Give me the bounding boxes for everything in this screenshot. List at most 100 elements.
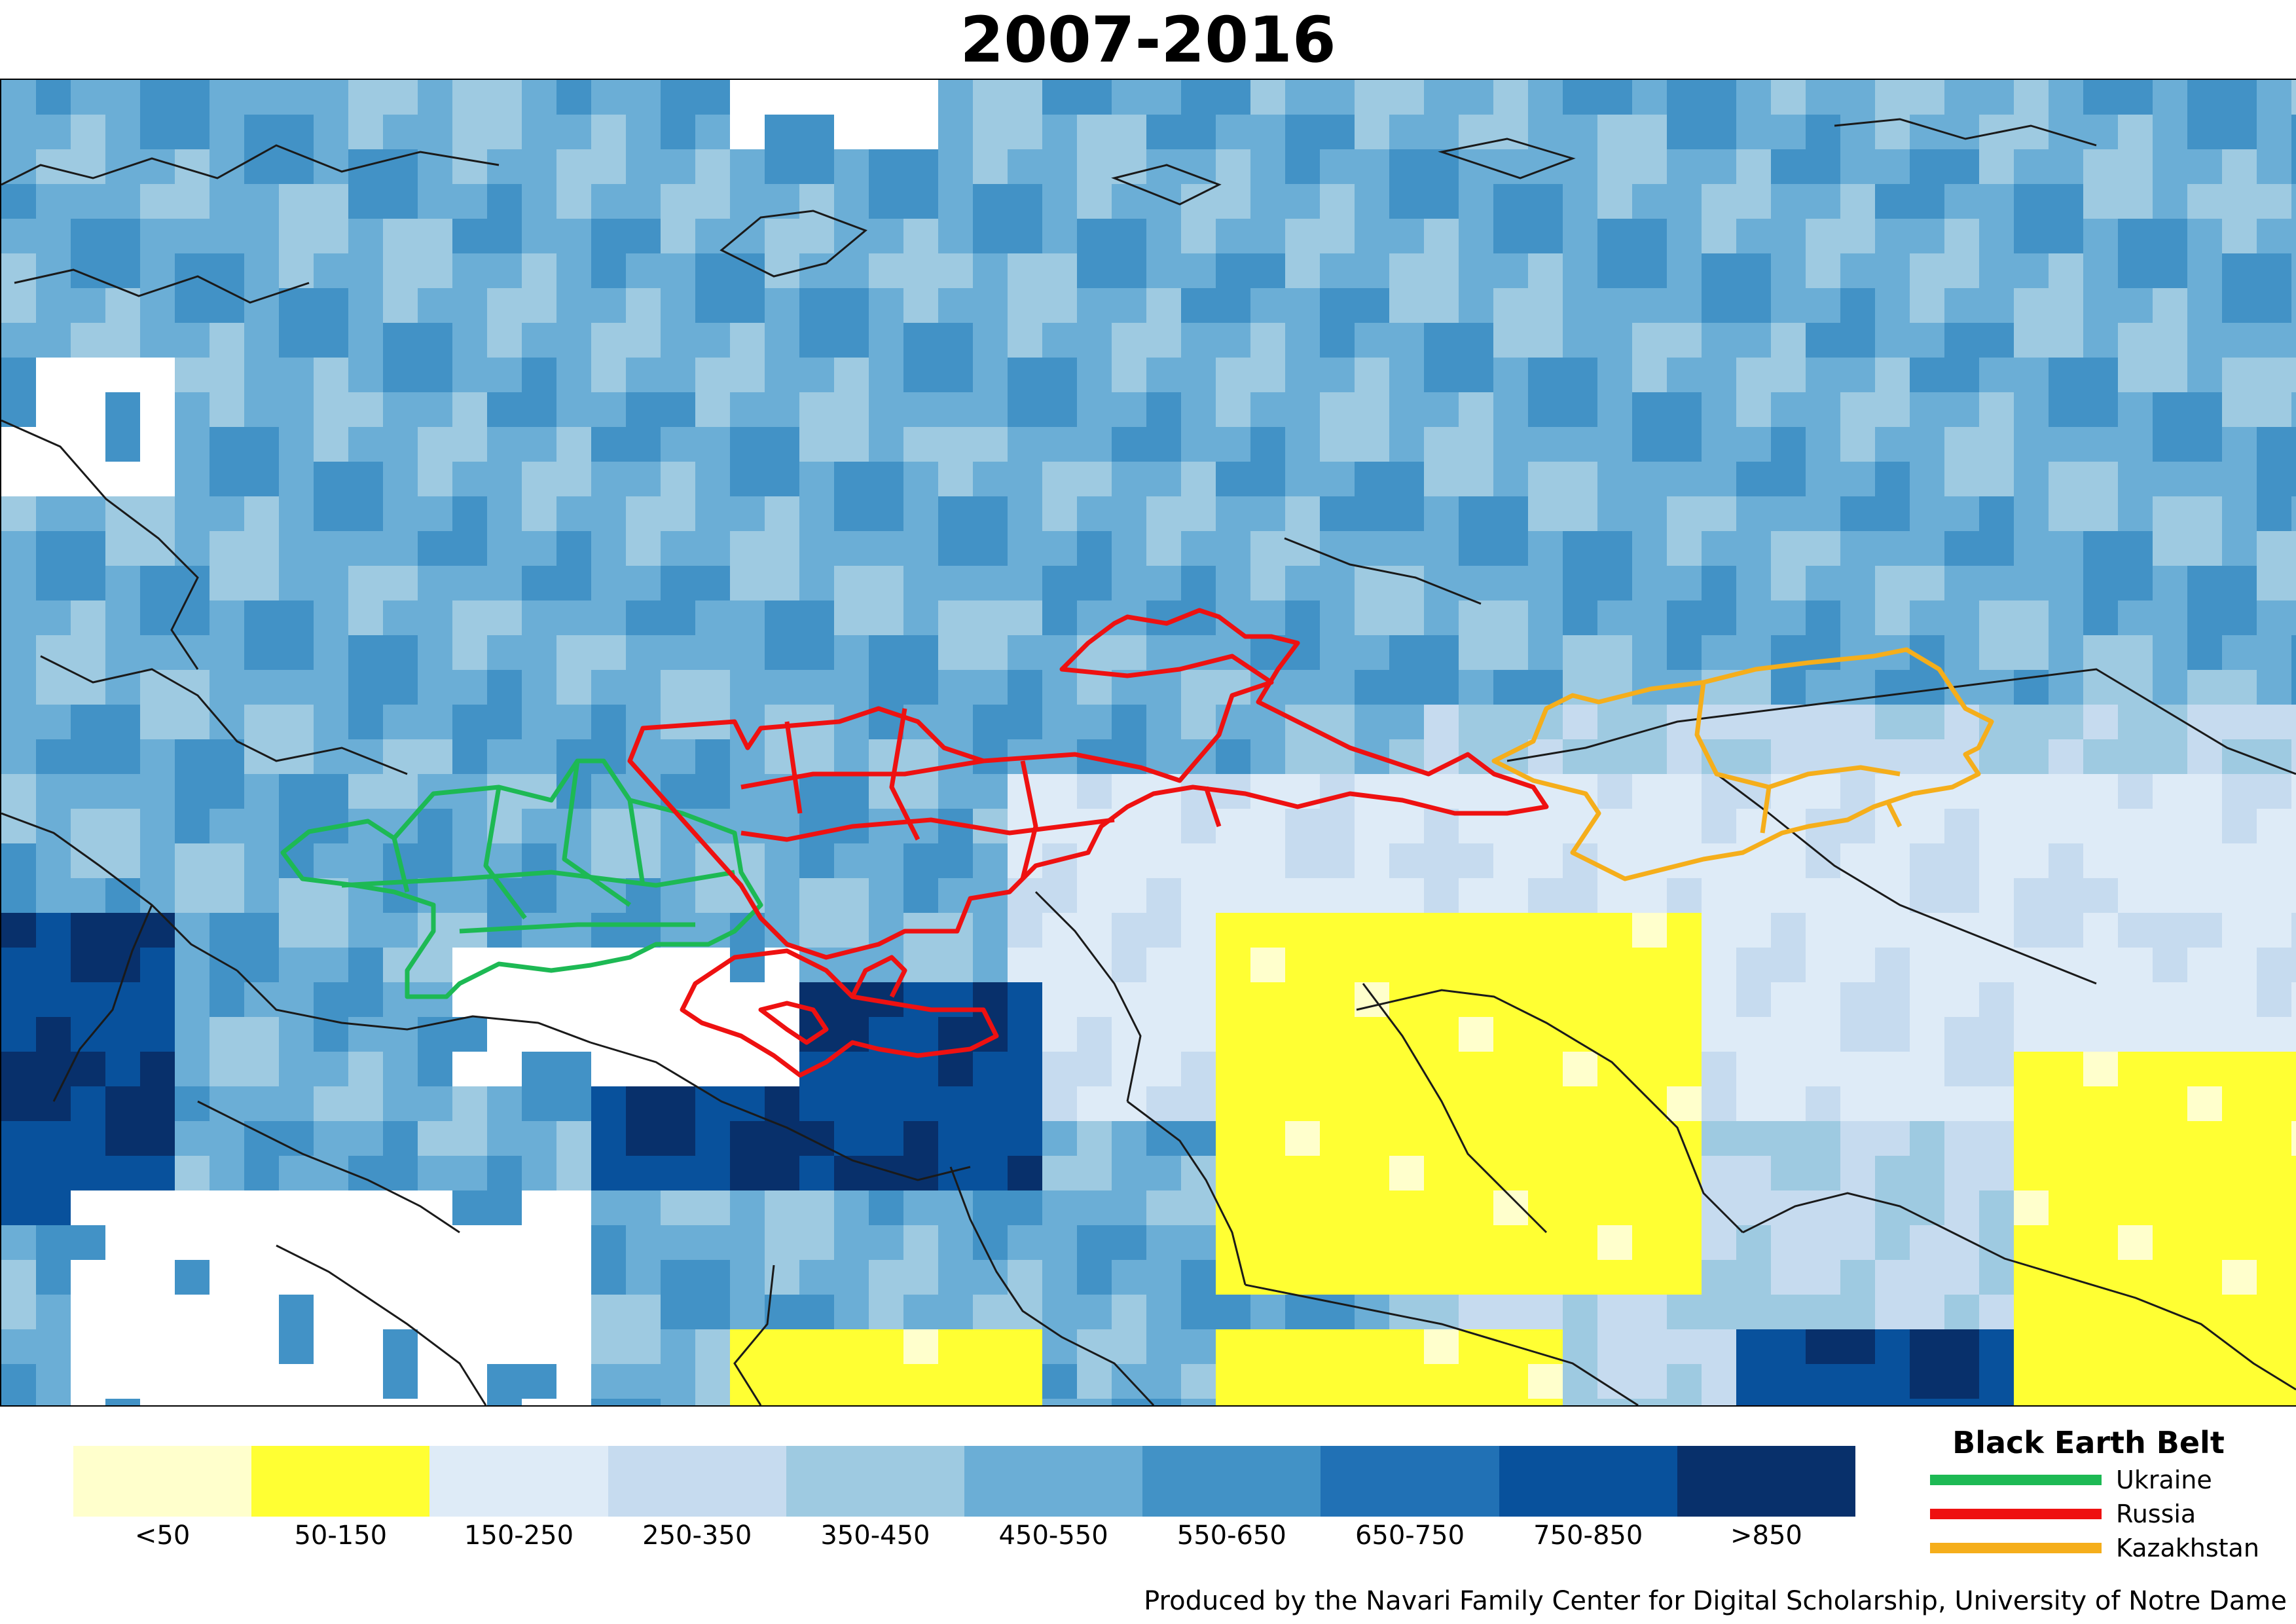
grid-cell	[2257, 1225, 2292, 1261]
grid-cell	[1250, 1329, 1286, 1365]
grid-cell	[1736, 288, 1772, 323]
grid-cell	[2153, 1121, 2188, 1156]
grid-cell	[2187, 1052, 2223, 1087]
grid-cell	[938, 774, 974, 809]
grid-cell	[1875, 219, 1910, 254]
grid-cell	[2291, 1364, 2296, 1399]
grid-cell	[765, 323, 800, 358]
grid-cell	[1077, 843, 1112, 879]
grid-cell	[2153, 705, 2188, 740]
grid-cell	[2291, 1329, 2296, 1365]
grid-cell	[1563, 253, 1598, 289]
grid-cell	[175, 462, 210, 497]
grid-cell	[2291, 427, 2296, 462]
grid-cell	[556, 1086, 592, 1122]
grid-cell	[2118, 635, 2153, 671]
grid-cell	[834, 635, 869, 671]
grid-cell	[626, 982, 661, 1018]
grid-cell	[210, 323, 245, 358]
grid-cell	[348, 288, 384, 323]
grid-cell	[1424, 462, 1459, 497]
grid-cell	[2291, 878, 2296, 913]
grid-cell	[418, 1399, 453, 1405]
grid-cell	[1840, 982, 1876, 1018]
grid-cell	[1944, 1121, 1980, 1156]
grid-cell	[591, 982, 627, 1018]
grid-cell	[2222, 1052, 2257, 1087]
grid-cell	[1702, 253, 1737, 289]
grid-cell	[1389, 843, 1425, 879]
grid-cell	[314, 219, 349, 254]
grid-cell	[1355, 635, 1390, 671]
grid-cell	[2014, 705, 2049, 740]
grid-cell	[2118, 809, 2153, 844]
grid-cell	[2014, 253, 2049, 289]
grid-cell	[730, 982, 765, 1018]
grid-cell	[1285, 843, 1321, 879]
grid-cell	[1112, 1017, 1147, 1052]
grid-cell	[279, 1190, 314, 1226]
grid-cell	[1632, 1086, 1667, 1122]
grid-cell	[2153, 635, 2188, 671]
grid-cell	[1459, 1399, 1494, 1405]
grid-cell	[1563, 219, 1598, 254]
grid-cell	[348, 531, 384, 566]
grid-cell	[1424, 1399, 1459, 1405]
grid-cell	[834, 1121, 869, 1156]
grid-cell	[36, 1399, 71, 1405]
grid-cell	[244, 358, 280, 393]
grid-cell	[175, 878, 210, 913]
grid-cell	[1042, 149, 1078, 185]
grid-cell	[1563, 1052, 1598, 1087]
grid-cell	[1632, 358, 1667, 393]
grid-cell	[522, 1086, 557, 1122]
grid-cell	[591, 149, 627, 185]
grid-cell	[522, 913, 557, 948]
grid-cell	[1667, 1121, 1702, 1156]
grid-cell	[2291, 600, 2296, 636]
grid-cell	[1285, 1086, 1321, 1122]
grid-cell	[695, 392, 731, 428]
grid-cell	[1250, 496, 1286, 532]
grid-cell	[1771, 670, 1806, 705]
grid-cell	[1042, 1329, 1078, 1365]
grid-cell	[2014, 288, 2049, 323]
grid-cell	[452, 843, 488, 879]
grid-cell	[591, 843, 627, 879]
grid-cell	[2083, 948, 2119, 983]
grid-cell	[210, 1052, 245, 1087]
grid-cell	[1389, 80, 1425, 115]
grid-cell	[2291, 149, 2296, 185]
grid-cell	[938, 358, 974, 393]
grid-cell	[140, 427, 175, 462]
grid-cell	[1181, 80, 1216, 115]
grid-cell	[1771, 184, 1806, 219]
grid-cell	[2014, 184, 2049, 219]
grid-cell	[2049, 1399, 2084, 1405]
grid-cell	[1320, 1225, 1355, 1261]
grid-cell	[1944, 705, 1980, 740]
grid-cell	[2118, 392, 2153, 428]
grid-cell	[1944, 184, 1980, 219]
grid-cell	[1979, 739, 2014, 775]
grid-cell	[661, 948, 696, 983]
grid-cell	[522, 739, 557, 775]
grid-cell	[1563, 1017, 1598, 1052]
grid-cell	[1702, 462, 1737, 497]
grid-cell	[2153, 774, 2188, 809]
grid-cell	[1979, 149, 2014, 185]
grid-cell	[1146, 809, 1182, 844]
grid-cell	[1424, 531, 1459, 566]
grid-cell	[626, 149, 661, 185]
grid-cell	[244, 1399, 280, 1405]
grid-cell	[2291, 1052, 2296, 1087]
grid-cell	[1181, 1017, 1216, 1052]
grid-cell	[348, 913, 384, 948]
grid-cell	[2187, 1399, 2223, 1405]
grid-cell	[903, 427, 939, 462]
grid-cell	[1, 1364, 37, 1399]
grid-cell	[2118, 149, 2153, 185]
grid-cell	[1944, 462, 1980, 497]
grid-cell	[973, 913, 1008, 948]
grid-cell	[1493, 1260, 1529, 1295]
